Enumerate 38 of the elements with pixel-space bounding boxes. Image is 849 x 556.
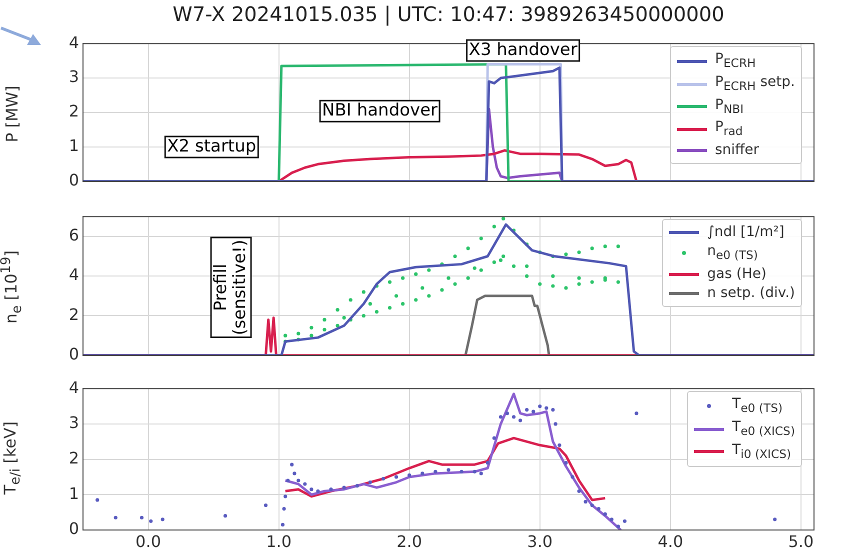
legend-label: P$_{ECRH}$ setp. xyxy=(714,72,795,95)
legend-label: n$_{e0 (TS)}$ xyxy=(707,242,758,264)
y-tick-label: 6 xyxy=(68,226,79,245)
legend-label: P$_{NBI}$ xyxy=(714,96,744,118)
y-tick-label: 0 xyxy=(68,170,79,190)
x-tick-label: 1.0 xyxy=(266,532,292,551)
legend-label: sniffer xyxy=(714,141,760,160)
y-tick-label: 1 xyxy=(68,484,79,503)
x-tick-label: 5.0 xyxy=(788,532,814,551)
y-tick-label: 4 xyxy=(68,378,79,397)
legend-label: T$_{e0 (TS)}$ xyxy=(732,395,783,417)
y-tick-label: 3 xyxy=(68,67,79,86)
x-tick-label: 0.0 xyxy=(136,532,161,551)
x-tick-label: 4.0 xyxy=(658,532,684,551)
legend-label: ∫ndl [1/m²] xyxy=(707,223,784,242)
y-tick-label: 0 xyxy=(68,519,79,538)
annotation: Prefill (sensitive!) xyxy=(210,240,250,336)
y-tick-label: 3 xyxy=(68,413,79,432)
y-tick-label: 1 xyxy=(68,136,79,156)
legend-label: n setp. (div.) xyxy=(707,284,795,303)
annotation: NBI handover xyxy=(322,100,438,121)
y-tick-label: 2 xyxy=(68,448,79,468)
legend-label: T$_{e0 (XICS)}$ xyxy=(732,418,795,440)
y-tick-label: 0 xyxy=(68,344,79,364)
y-tick-label: 2 xyxy=(68,304,79,324)
legend-label: T$_{i0 (XICS)}$ xyxy=(732,440,792,462)
x-tick-label: 3.0 xyxy=(527,532,553,551)
y-tick-label: 2 xyxy=(68,102,79,121)
y-axis-title: P [MW] xyxy=(2,85,22,142)
annotation: X3 handover xyxy=(468,40,578,60)
x-tick-label: 2.0 xyxy=(396,532,422,551)
legend-label: P$_{rad}$ xyxy=(714,118,743,140)
legend-label: gas (He) xyxy=(707,264,766,284)
chart-title: W7-X 20241015.035 | UTC: 10:47: 3989263450000000 xyxy=(172,2,726,26)
y-tick-label: 4 xyxy=(68,32,79,52)
y-tick-label: 4 xyxy=(68,265,79,284)
legend-label: P$_{ECRH}$ xyxy=(714,50,756,72)
annotation: X2 startup xyxy=(167,136,256,156)
